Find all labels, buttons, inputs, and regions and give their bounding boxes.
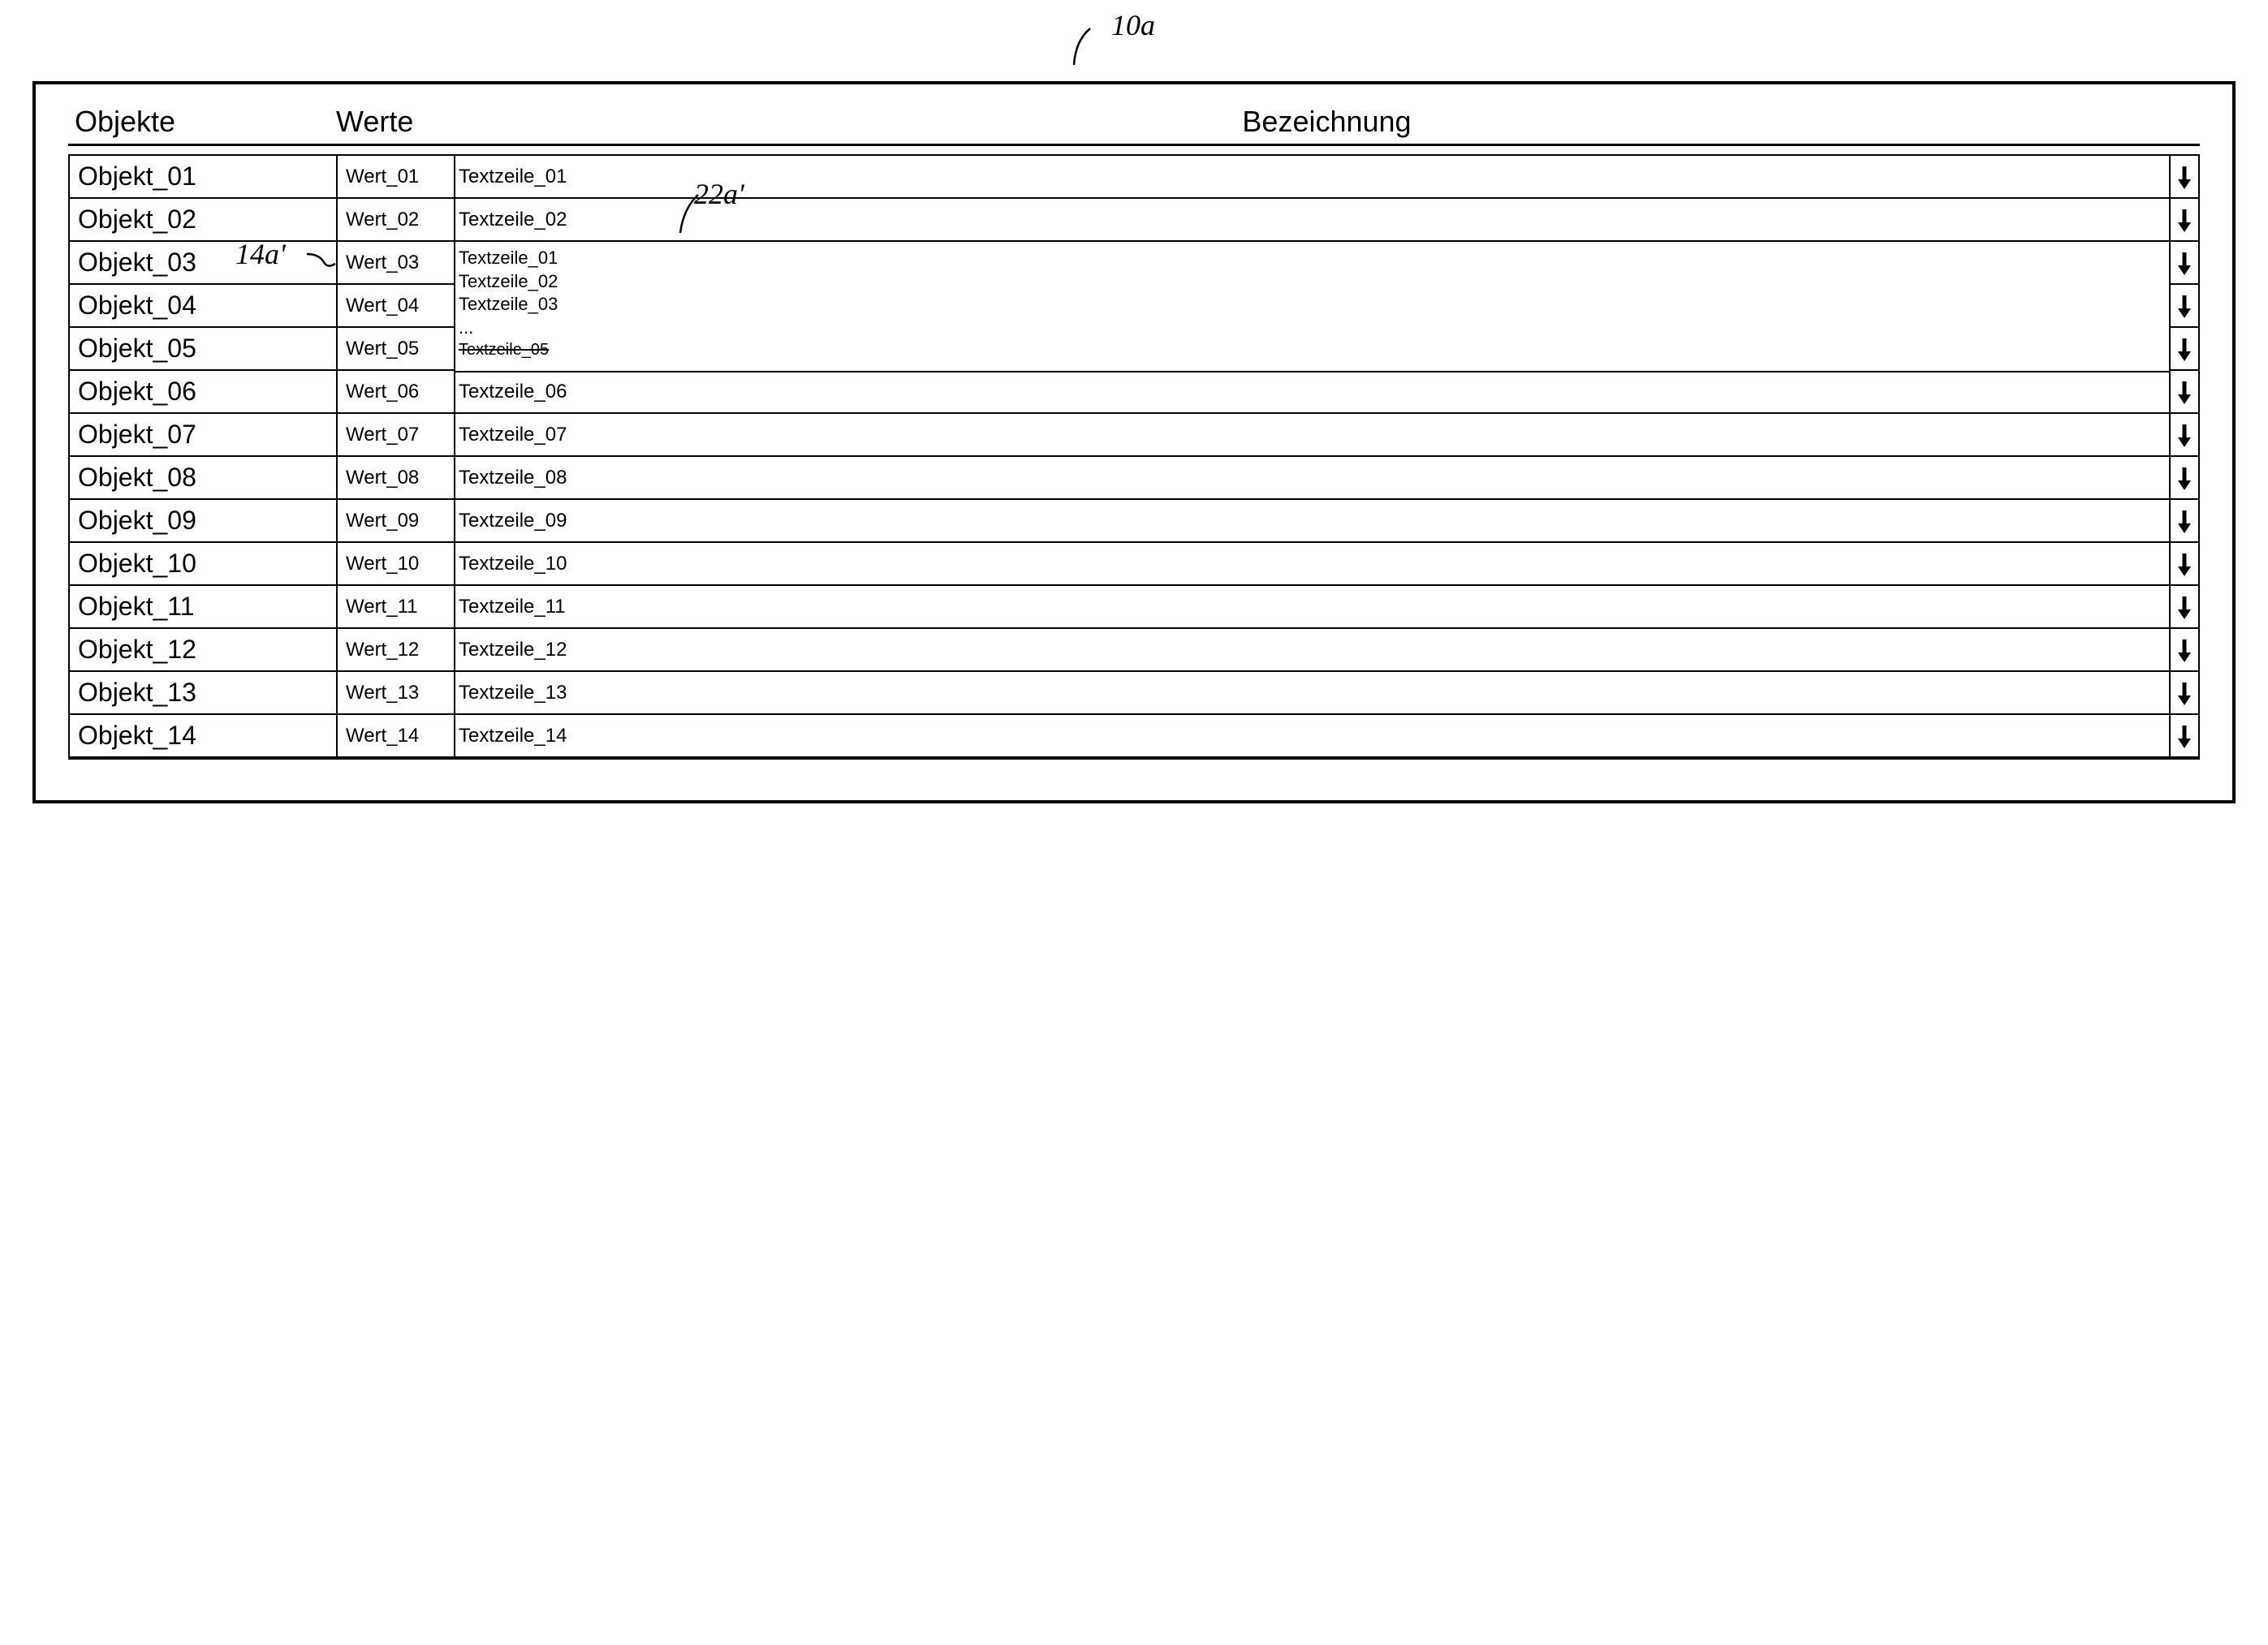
arrow-down-icon [2176, 550, 2193, 578]
cell-bezeichnung: Textzeile_10 [455, 543, 2171, 586]
cell-bezeichnung: Textzeile_13 [455, 672, 2171, 715]
cell-wert: Wert_08 [338, 457, 455, 500]
dropdown-arrow-button[interactable] [2171, 242, 2198, 285]
table-row: Objekt_07Wert_07Textzeile_07 [70, 414, 2198, 457]
cell-objekt: Objekt_11 [70, 586, 338, 629]
table-row: Objekt_12Wert_12Textzeile_12 [70, 629, 2198, 672]
expanded-line-struck: Textzeile_05 [459, 339, 2166, 360]
arrow-down-icon [2176, 507, 2193, 535]
table-row: Objekt_11Wert_11Textzeile_11 [70, 586, 2198, 629]
dropdown-arrow-button[interactable] [2171, 156, 2198, 199]
dropdown-arrow-button[interactable] [2171, 414, 2198, 457]
cell-wert: Wert_04 [338, 285, 455, 328]
cell-objekt: Objekt_12 [70, 629, 338, 672]
expanded-bezeichnung-panel: Textzeile_01Textzeile_02Textzeile_03...T… [455, 242, 2171, 371]
cell-objekt: Objekt_01 [70, 156, 338, 199]
cell-bezeichnung: Textzeile_07 [455, 414, 2171, 457]
arrow-down-icon [2176, 636, 2193, 664]
cell-objekt: Objekt_02 [70, 199, 338, 242]
table-body: Objekt_01Wert_01Textzeile_01 Objekt_02We… [68, 154, 2200, 760]
cell-bezeichnung: Textzeile_06 [455, 371, 2171, 414]
table-row: Objekt_06Wert_06Textzeile_06 [70, 371, 2198, 414]
expanded-panel-bottom-border [455, 371, 2171, 372]
header-bezeichnung: Bezeichnung [454, 105, 2200, 139]
expanded-line: Textzeile_02 [459, 270, 2166, 294]
arrow-down-icon [2176, 206, 2193, 234]
dropdown-arrow-button[interactable] [2171, 672, 2198, 715]
arrow-down-icon [2176, 464, 2193, 492]
cell-bezeichnung: Textzeile_01 [455, 156, 2171, 199]
cell-bezeichnung: Textzeile_09 [455, 500, 2171, 543]
table-row: Objekt_13Wert_13Textzeile_13 [70, 672, 2198, 715]
cell-bezeichnung: Textzeile_14 [455, 715, 2171, 758]
cell-wert: Wert_03 [338, 242, 455, 285]
table-header-row: Objekte Werte Bezeichnung [68, 105, 2200, 146]
cell-objekt: Objekt_08 [70, 457, 338, 500]
arrow-down-icon [2176, 249, 2193, 277]
outer-frame: Objekte Werte Bezeichnung Objekt_01Wert_… [32, 81, 2236, 803]
expanded-line: Textzeile_01 [459, 247, 2166, 270]
table-row: Objekt_09Wert_09Textzeile_09 [70, 500, 2198, 543]
table-row: Objekt_10Wert_10Textzeile_10 [70, 543, 2198, 586]
table-row: Objekt_02Wert_02Textzeile_02 [70, 199, 2198, 242]
dropdown-arrow-button[interactable] [2171, 629, 2198, 672]
annotation-10a: 10a [1111, 8, 1155, 42]
cell-wert: Wert_07 [338, 414, 455, 457]
table-row: Objekt_08Wert_08Textzeile_08 [70, 457, 2198, 500]
arrow-down-icon [2176, 722, 2193, 750]
cell-bezeichnung: Textzeile_08 [455, 457, 2171, 500]
table-row: Objekt_01Wert_01Textzeile_01 [70, 156, 2198, 199]
cell-objekt: Objekt_10 [70, 543, 338, 586]
cell-wert: Wert_14 [338, 715, 455, 758]
expanded-line: ... [459, 317, 2166, 340]
expanded-line: Textzeile_03 [459, 293, 2166, 317]
arrow-down-icon [2176, 421, 2193, 449]
cell-bezeichnung: Textzeile_12 [455, 629, 2171, 672]
cell-wert: Wert_05 [338, 328, 455, 371]
dropdown-arrow-button[interactable] [2171, 371, 2198, 414]
cell-objekt: Objekt_04 [70, 285, 338, 328]
arrow-down-icon [2176, 335, 2193, 363]
cell-objekt: Objekt_09 [70, 500, 338, 543]
arrow-down-icon [2176, 163, 2193, 191]
dropdown-arrow-button[interactable] [2171, 328, 2198, 371]
arrow-down-icon [2176, 378, 2193, 406]
header-werte: Werte [336, 105, 454, 139]
cell-wert: Wert_01 [338, 156, 455, 199]
cell-wert: Wert_11 [338, 586, 455, 629]
cell-objekt: Objekt_03 [70, 242, 338, 285]
arrow-down-icon [2176, 679, 2193, 707]
dropdown-arrow-button[interactable] [2171, 457, 2198, 500]
dropdown-arrow-button[interactable] [2171, 715, 2198, 758]
cell-objekt: Objekt_14 [70, 715, 338, 758]
cell-objekt: Objekt_06 [70, 371, 338, 414]
dropdown-arrow-button[interactable] [2171, 543, 2198, 586]
cell-bezeichnung: Textzeile_11 [455, 586, 2171, 629]
cell-bezeichnung: Textzeile_02 [455, 199, 2171, 242]
dropdown-arrow-button[interactable] [2171, 586, 2198, 629]
cell-wert: Wert_12 [338, 629, 455, 672]
cell-wert: Wert_09 [338, 500, 455, 543]
cell-wert: Wert_10 [338, 543, 455, 586]
arrow-down-icon [2176, 593, 2193, 621]
cell-objekt: Objekt_07 [70, 414, 338, 457]
annotation-curve-10a-icon [1066, 24, 1106, 69]
header-objekte: Objekte [68, 105, 336, 139]
table-row: Objekt_14Wert_14Textzeile_14 [70, 715, 2198, 758]
dropdown-arrow-button[interactable] [2171, 285, 2198, 328]
cell-objekt: Objekt_05 [70, 328, 338, 371]
cell-objekt: Objekt_13 [70, 672, 338, 715]
cell-wert: Wert_13 [338, 672, 455, 715]
dropdown-arrow-button[interactable] [2171, 500, 2198, 543]
arrow-down-icon [2176, 292, 2193, 320]
dropdown-arrow-button[interactable] [2171, 199, 2198, 242]
cell-wert: Wert_02 [338, 199, 455, 242]
cell-wert: Wert_06 [338, 371, 455, 414]
